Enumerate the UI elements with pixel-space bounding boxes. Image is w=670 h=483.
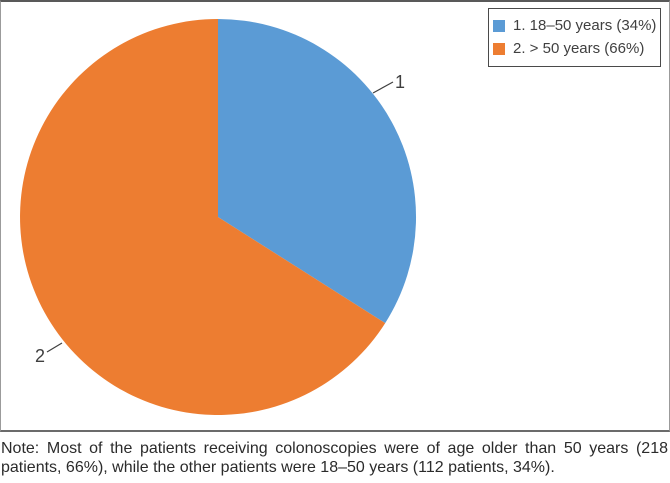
data-label-slice-2: 2: [35, 346, 45, 366]
pie-slice-1: [218, 18, 417, 324]
legend-label-2: 2. > 50 years (66%): [513, 40, 645, 57]
legend: 1. 18–50 years (34%) 2. > 50 years (66%): [488, 8, 661, 67]
figure-note: Note: Most of the patients receiving col…: [1, 440, 668, 476]
leader-line-slice-2: [46, 342, 63, 353]
pie-chart-canvas: 1 2: [20, 18, 417, 415]
pie-slice-2: [20, 19, 386, 415]
legend-item-1: 1. 18–50 years (34%): [493, 15, 656, 37]
legend-swatch-blue-icon: [493, 20, 505, 32]
legend-label-1: 1. 18–50 years (34%): [513, 17, 657, 34]
pie-slices: [20, 18, 417, 415]
leader-line-slice-1: [372, 81, 394, 94]
chart-area: 1 2 1. 18–50 years (34%) 2. > 50 years (…: [0, 0, 670, 432]
data-label-slice-1: 1: [395, 72, 405, 92]
legend-swatch-orange-icon: [493, 43, 505, 55]
legend-item-2: 2. > 50 years (66%): [493, 38, 656, 60]
